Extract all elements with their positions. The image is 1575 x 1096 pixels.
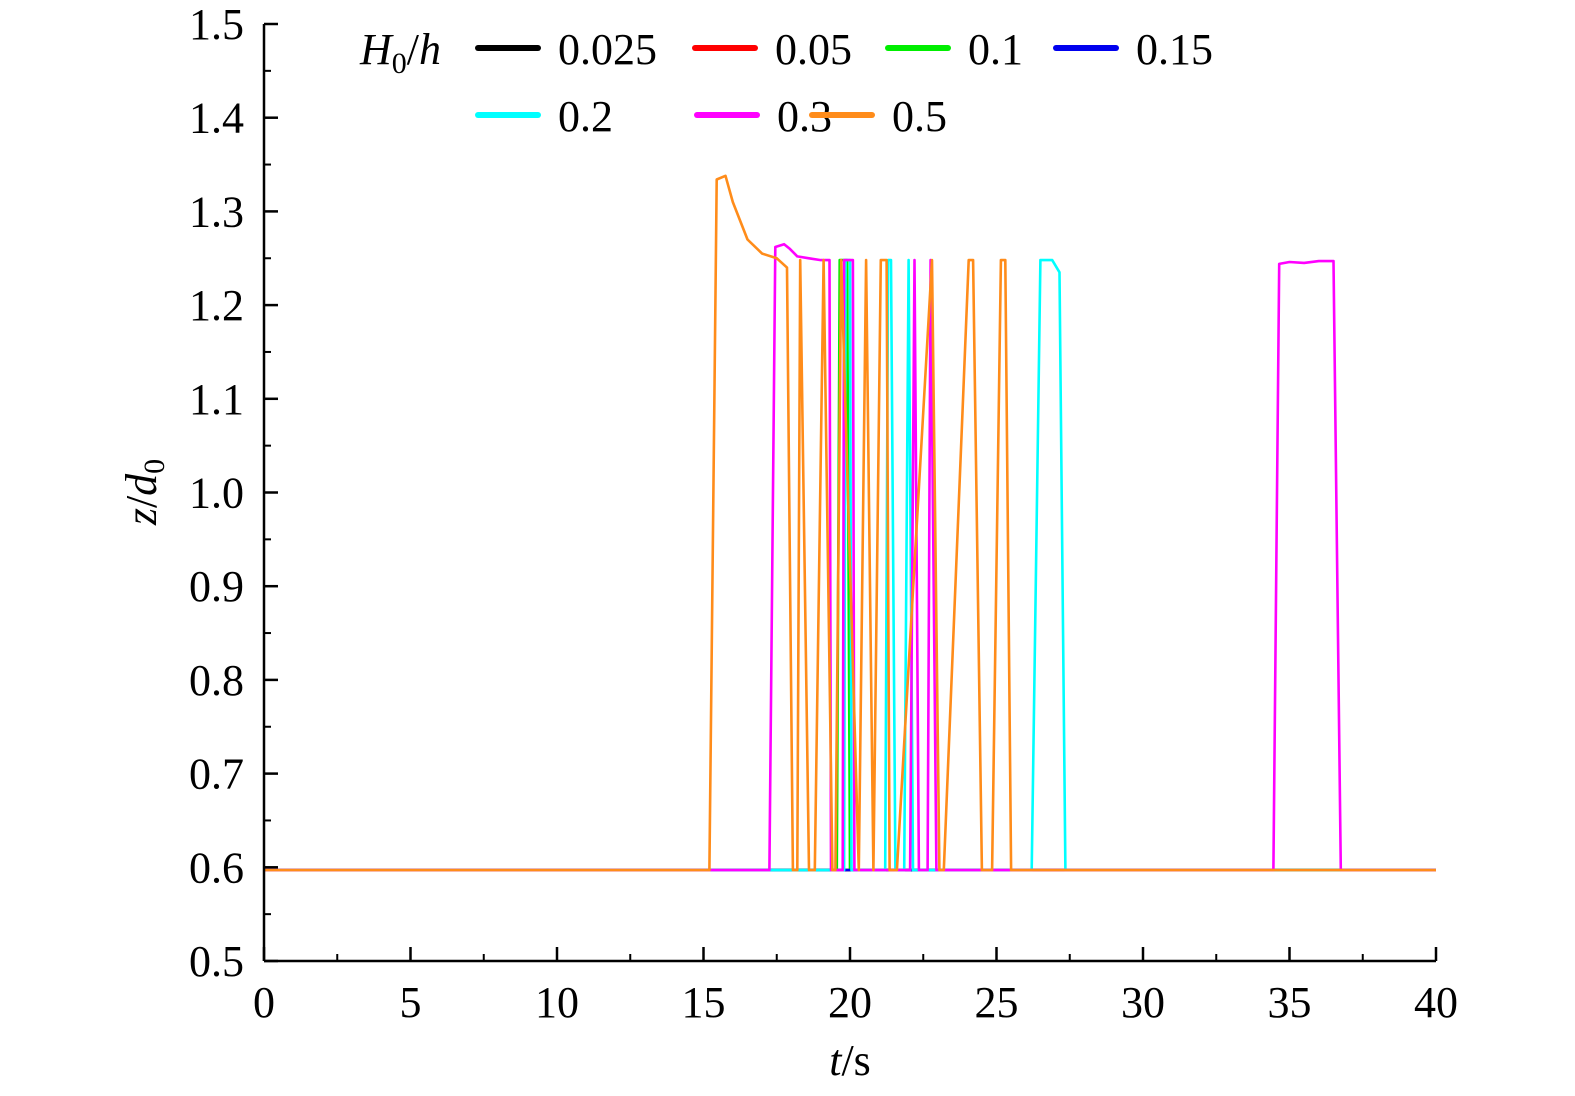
y-tick-label: 1.2	[189, 281, 244, 330]
y-tick-label: 0.5	[189, 937, 244, 986]
legend-label: 0.025	[558, 25, 657, 74]
y-tick-label: 0.8	[189, 656, 244, 705]
plot-lines	[264, 174, 1436, 872]
x-tick-label: 30	[1121, 978, 1165, 1027]
x-tick-label: 25	[975, 978, 1019, 1027]
y-tick-label: 0.9	[189, 562, 244, 611]
legend-label: 0.05	[775, 25, 852, 74]
y-ticks: 0.5 0.6 0.7 0.8 0.9 1.0 1.1 1.2 1.3 1.4 1.5	[189, 0, 278, 986]
x-tick-label: 40	[1414, 978, 1458, 1027]
x-ticks: 0 5 10 15 20 25 30 35 40	[253, 947, 1458, 1027]
y-tick-label: 1.4	[189, 94, 244, 143]
x-tick-label: 10	[535, 978, 579, 1027]
x-tick-label: 15	[682, 978, 726, 1027]
y-tick-label: 0.6	[189, 843, 244, 892]
legend-label: 0.15	[1136, 25, 1213, 74]
y-tick-label: 1.0	[189, 469, 244, 518]
y-axis-title: z/d0	[117, 459, 171, 526]
x-tick-label: 20	[828, 978, 872, 1027]
x-tick-label: 5	[400, 978, 422, 1027]
series-line-0-5	[264, 174, 1436, 872]
series-line-0-3	[264, 242, 1436, 872]
x-tick-label: 0	[253, 978, 275, 1027]
y-tick-label: 1.5	[189, 0, 244, 49]
legend-label: 0.2	[558, 92, 613, 141]
x-tick-label: 35	[1268, 978, 1312, 1027]
y-tick-label: 0.7	[189, 750, 244, 799]
legend-title: H0/h	[359, 25, 441, 80]
legend: H0/h 0.025 0.05 0.1 0.150.2 0.3 0.5	[359, 25, 1213, 141]
legend-items: 0.025 0.05 0.1 0.150.2 0.3 0.5	[475, 25, 1213, 141]
y-tick-label: 1.1	[189, 375, 244, 424]
y-tick-label: 1.3	[189, 187, 244, 236]
x-axis-title: t/s	[829, 1036, 871, 1085]
legend-label: 0.1	[968, 25, 1023, 74]
legend-label: 0.5	[892, 92, 947, 141]
